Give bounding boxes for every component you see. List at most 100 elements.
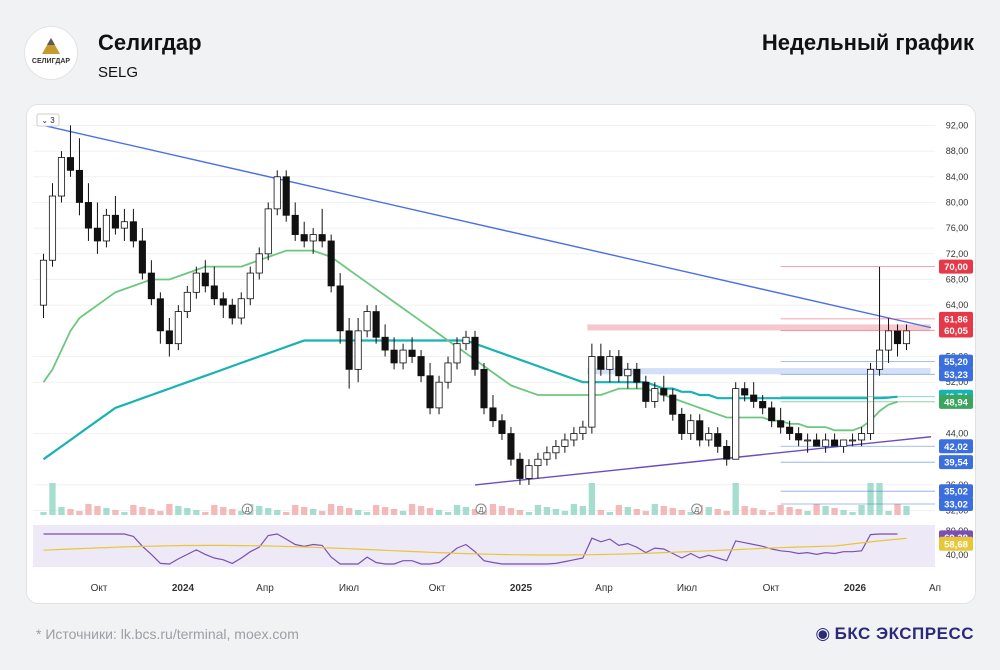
candle-body [606,356,614,370]
candlestick-chart[interactable]: ДДД80,0040,0069,3858,6892,0088,0084,0080… [27,105,975,603]
candle-body [516,458,524,479]
volume-bar [130,505,137,515]
x-tick-label: 2026 [844,583,867,594]
price-tag [939,455,973,470]
y-tick-label: 52,00 [946,377,969,387]
volume-bar [381,507,389,515]
price-tag-label: 48,94 [944,397,968,408]
candle-body [309,234,317,242]
ticker-symbol: SELG [98,64,139,81]
volume-bar [714,509,721,515]
candle-body [219,298,227,306]
volume-bar [444,512,452,515]
volume-bar [229,509,236,515]
volume-bar [435,510,443,515]
volume-bar [750,508,757,515]
candle-body [93,227,101,242]
volume-bar [121,512,128,515]
candle-body [48,195,57,261]
volume-bar [372,505,380,515]
candle-body [57,157,66,197]
rsi-signal-line [43,537,907,556]
volume-bar [345,508,353,515]
volume-bar [489,504,497,515]
volume-bar [462,507,470,515]
candle-body [489,407,497,422]
y-tick-label: 76,00 [946,223,969,233]
volume-bar [795,509,802,515]
price-tag [939,484,973,499]
candle-body [345,330,353,370]
volume-bar [85,504,92,515]
sources-note: * Источники: lk.bcs.ru/terminal, moex.co… [36,626,299,642]
candle-body [884,330,893,351]
volume-bar [786,507,793,515]
dividend-label: Д [479,507,484,514]
volume-bar [579,506,587,515]
candle-body [858,433,866,441]
candle-body [354,330,362,370]
candle-body [471,336,479,370]
brand: ◉ БКС ЭКСПРЕСС [815,624,974,644]
candle-body [669,394,677,415]
rsi-line [43,533,898,565]
volume-bar [534,505,542,515]
ma-slow-line [42,339,898,461]
volume-bar [238,511,245,515]
dividend-label: Д [694,507,699,514]
candle-body [579,426,587,434]
volume-bar [139,507,146,515]
candle-body [372,311,380,338]
support-zone [587,368,931,375]
candle-body [750,394,758,402]
candle-body [228,304,236,319]
volume-bar [588,483,596,515]
interval-badge [36,113,60,127]
candle-body [84,202,92,229]
volume-bar [49,483,56,515]
volume-bar [310,509,317,515]
volume-bar [103,508,110,515]
x-tick-label: 2025 [510,583,533,594]
x-tick-label: Окт [429,583,446,594]
volume-bar [417,506,425,515]
volume-bar [426,508,434,515]
volume-bar [525,512,533,515]
company-name: Селигдар [98,30,202,55]
candle-body [714,433,722,447]
candle-body [660,388,668,396]
volume-bar [849,512,856,515]
volume-bar [615,505,622,515]
volume-bar [328,504,335,515]
candle-body [435,381,443,409]
candle-body [507,433,515,460]
candle-body [426,375,434,409]
volume-bar [660,506,667,515]
x-tick-label: Окт [91,583,108,594]
volume-bar [768,512,775,515]
candle-body [893,330,902,345]
volume-bar [777,505,784,515]
volume-bar [274,510,281,515]
chart-card: ДДД80,0040,0069,3858,6892,0088,0084,0080… [26,104,976,604]
y-tick-label: 44,00 [946,429,969,439]
candle-body [786,426,794,434]
candle-body [480,368,488,409]
volume-bar [471,509,479,515]
y-tick-label: 68,00 [946,274,969,284]
candle-body [741,388,749,396]
volume-bar [256,506,263,515]
volume-bar [67,509,74,515]
y-tick-label: 64,00 [946,300,969,310]
x-tick-label: 2024 [172,583,195,594]
price-tag-label: 70,00 [944,262,968,273]
volume-bar [561,511,569,515]
volume-bar [453,505,461,515]
y-tick-label: 80,00 [946,197,969,207]
volume-bar [354,510,362,515]
candle-body [66,157,75,171]
volume-bar [831,508,838,515]
candle-body [642,381,650,402]
candle-body [444,362,452,383]
rsi-tick: 40,00 [946,550,969,560]
